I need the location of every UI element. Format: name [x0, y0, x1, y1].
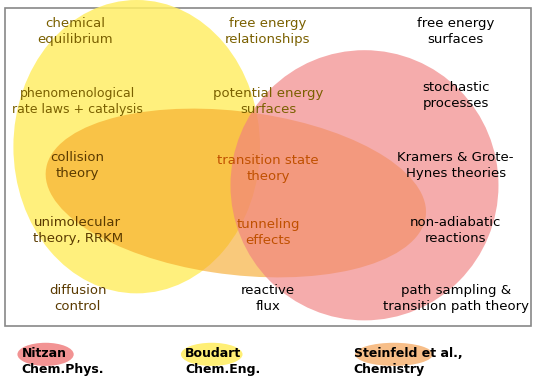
Text: Boudart
Chem.Eng.: Boudart Chem.Eng. — [185, 347, 260, 376]
Ellipse shape — [46, 108, 426, 278]
Text: Steinfeld et al.,
Chemistry: Steinfeld et al., Chemistry — [354, 347, 463, 376]
Text: transition state
theory: transition state theory — [217, 154, 319, 183]
Ellipse shape — [355, 343, 433, 366]
Text: tunneling
effects: tunneling effects — [236, 218, 300, 247]
Text: diffusion
control: diffusion control — [49, 284, 107, 313]
Ellipse shape — [13, 0, 260, 293]
Ellipse shape — [17, 343, 74, 366]
Text: Nitzan
Chem.Phys.: Nitzan Chem.Phys. — [21, 347, 104, 376]
Text: path sampling &
transition path theory: path sampling & transition path theory — [383, 284, 528, 313]
Text: chemical
equilibrium: chemical equilibrium — [37, 17, 113, 46]
Text: phenomenological
rate laws + catalysis: phenomenological rate laws + catalysis — [12, 87, 143, 116]
Ellipse shape — [181, 343, 242, 366]
Text: free energy
relationships: free energy relationships — [225, 17, 311, 46]
Text: potential energy
surfaces: potential energy surfaces — [213, 87, 323, 116]
Text: non-adiabatic
reactions: non-adiabatic reactions — [410, 216, 501, 245]
Text: free energy
surfaces: free energy surfaces — [417, 17, 494, 46]
Text: Kramers & Grote-
Hynes theories: Kramers & Grote- Hynes theories — [397, 151, 514, 179]
Text: stochastic
processes: stochastic processes — [422, 81, 489, 110]
FancyBboxPatch shape — [5, 8, 531, 326]
Text: unimolecular
theory, RRKM: unimolecular theory, RRKM — [33, 216, 123, 245]
Ellipse shape — [230, 50, 498, 320]
Text: collision
theory: collision theory — [51, 151, 105, 179]
Text: reactive
flux: reactive flux — [241, 284, 295, 313]
